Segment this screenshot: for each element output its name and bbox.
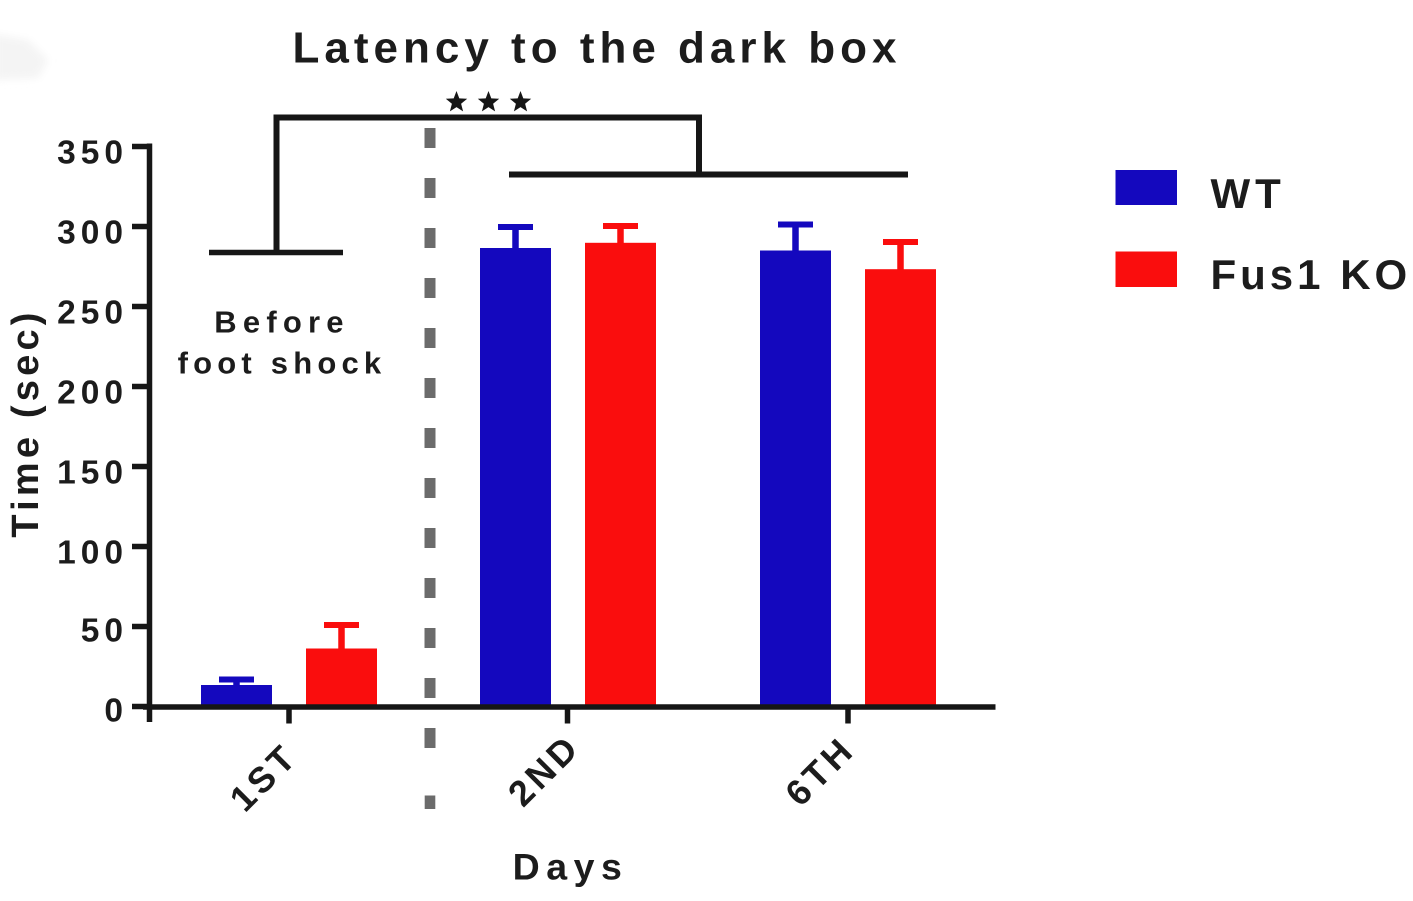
svg-text:Before: Before	[214, 305, 349, 340]
svg-text:150: 150	[57, 455, 128, 492]
svg-text:350: 350	[57, 135, 128, 172]
svg-text:50: 50	[81, 613, 128, 650]
svg-text:250: 250	[57, 295, 128, 332]
svg-text:0: 0	[104, 693, 128, 730]
svg-text:Latency to the dark box: Latency to the dark box	[293, 24, 902, 73]
svg-text:Days: Days	[513, 846, 629, 888]
svg-text:WT: WT	[1211, 170, 1286, 217]
svg-text:Time (sec): Time (sec)	[5, 308, 47, 537]
svg-text:foot shock: foot shock	[178, 346, 387, 381]
svg-text:Fus1 KO: Fus1 KO	[1211, 251, 1412, 298]
svg-text:100: 100	[57, 535, 128, 572]
svg-text:200: 200	[57, 375, 128, 412]
svg-text:300: 300	[57, 215, 128, 252]
